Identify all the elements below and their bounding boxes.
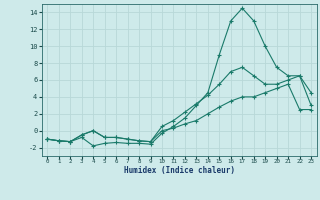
X-axis label: Humidex (Indice chaleur): Humidex (Indice chaleur) bbox=[124, 166, 235, 175]
